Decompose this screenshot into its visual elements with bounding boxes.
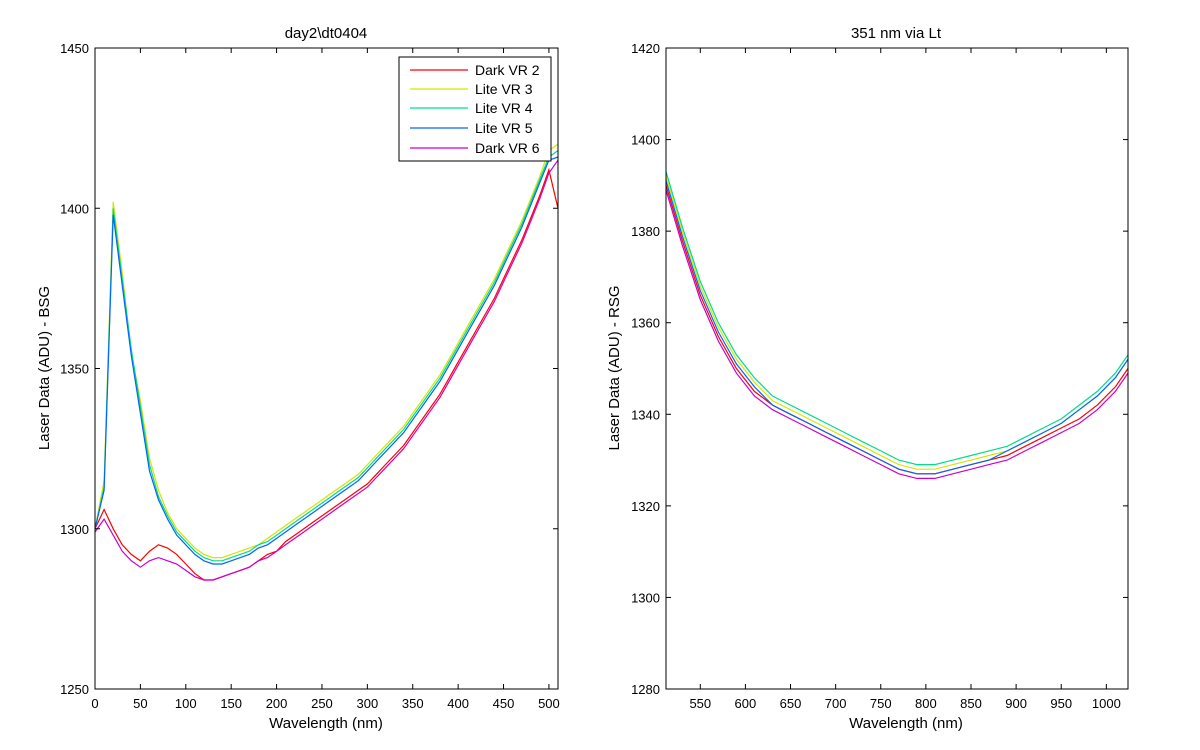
chart-left-x-tick-label: 300 <box>357 696 379 711</box>
chart-right-x-tick-label: 800 <box>915 696 937 711</box>
chart-right-y-tick-label: 1300 <box>631 590 660 605</box>
chart-right-y-tick-label: 1320 <box>631 499 660 514</box>
chart-right-plot-frame <box>665 47 1129 690</box>
chart-right-x-tick-label: 600 <box>735 696 757 711</box>
series-line-lite-vr-4 <box>94 150 559 562</box>
legend-label-lite-vr-5: Lite VR 5 <box>475 120 533 136</box>
series-line-dark-vr-6 <box>665 189 1129 479</box>
series-line-lite-vr-5 <box>665 180 1129 475</box>
chart-left-x-tick-label: 450 <box>493 696 515 711</box>
chart-right-y-tick-label: 1420 <box>631 41 660 56</box>
chart-right-x-tick-label: 1000 <box>1092 696 1121 711</box>
chart-right-x-tick-label: 950 <box>1050 696 1072 711</box>
chart-right-y-tick-label: 1280 <box>631 682 660 697</box>
chart-left-y-tick-label: 1400 <box>60 201 89 216</box>
chart-left-x-tick-label: 200 <box>266 696 288 711</box>
chart-left-ylabel: Laser Data (ADU) - BSG <box>36 286 53 450</box>
chart-left-xlabel: Wavelength (nm) <box>269 715 383 732</box>
series-line-lite-vr-4 <box>665 171 1129 466</box>
chart-right-ticks: 550 600 650 700 750 800 850 900 950 1000 1280 1300 1… <box>631 41 1128 711</box>
chart-right-y-tick-label: 1340 <box>631 407 660 422</box>
chart-left-y-tick-label: 1250 <box>60 682 89 697</box>
series-line-lite-vr-3 <box>94 143 559 559</box>
series-line-dark-vr-2 <box>94 167 559 581</box>
chart-left-title: day2\dt0404 <box>285 25 368 42</box>
legend-label-dark-vr-2: Dark VR 2 <box>475 62 540 78</box>
chart-left-x-tick-label: 400 <box>447 696 469 711</box>
chart-right-x-tick-label: 700 <box>825 696 847 711</box>
chart-left-x-tick-label: 100 <box>175 696 197 711</box>
chart-left-x-tick-label: 250 <box>311 696 333 711</box>
chart-right-x-tick-label: 650 <box>780 696 802 711</box>
legend-label-dark-vr-6: Dark VR 6 <box>475 140 540 156</box>
chart-right-y-tick-label: 1380 <box>631 224 660 239</box>
chart-left-y-tick-label: 1450 <box>60 41 89 56</box>
chart-right-x-tick-label: 900 <box>1005 696 1027 711</box>
chart-right-series <box>665 171 1129 479</box>
chart-right-title: 351 nm via Lt <box>851 25 942 42</box>
chart-right-y-tick-label: 1400 <box>631 133 660 148</box>
series-line-lite-vr-5 <box>94 156 559 565</box>
chart-left: day2\dt0404 Wavelength (nm) Laser Data (… <box>36 25 560 732</box>
chart-left-x-tick-label: 150 <box>220 696 242 711</box>
chart-right: 351 nm via Lt Wavelength (nm) Laser Data… <box>606 25 1129 732</box>
chart-right-x-tick-label: 750 <box>870 696 892 711</box>
chart-left-plot-frame <box>94 47 559 690</box>
chart-left-legend: Dark VR 2 Lite VR 3 Lite VR 4 Lite VR 5 … <box>398 56 552 162</box>
legend-box <box>398 56 552 162</box>
chart-left-x-tick-label: 500 <box>538 696 560 711</box>
chart-right-xlabel: Wavelength (nm) <box>849 715 963 732</box>
chart-left-series <box>94 143 559 581</box>
chart-right-ylabel: Laser Data (ADU) - RSG <box>606 285 623 450</box>
chart-left-x-tick-label: 50 <box>133 696 147 711</box>
chart-right-x-tick-label: 550 <box>689 696 711 711</box>
legend-label-lite-vr-3: Lite VR 3 <box>475 81 533 97</box>
chart-left-y-tick-label: 1350 <box>60 362 89 377</box>
chart-left-x-tick-label: 350 <box>402 696 424 711</box>
series-line-dark-vr-6 <box>94 159 559 581</box>
chart-right-y-tick-label: 1360 <box>631 316 660 331</box>
legend-label-lite-vr-4: Lite VR 4 <box>475 100 533 116</box>
chart-left-ticks: 0 50 100 150 200 250 300 350 400 450 500 1250 1300 13… <box>60 41 560 711</box>
chart-left-y-tick-label: 1300 <box>60 522 89 537</box>
chart-right-x-tick-label: 850 <box>960 696 982 711</box>
chart-left-x-tick-label: 0 <box>91 696 98 711</box>
